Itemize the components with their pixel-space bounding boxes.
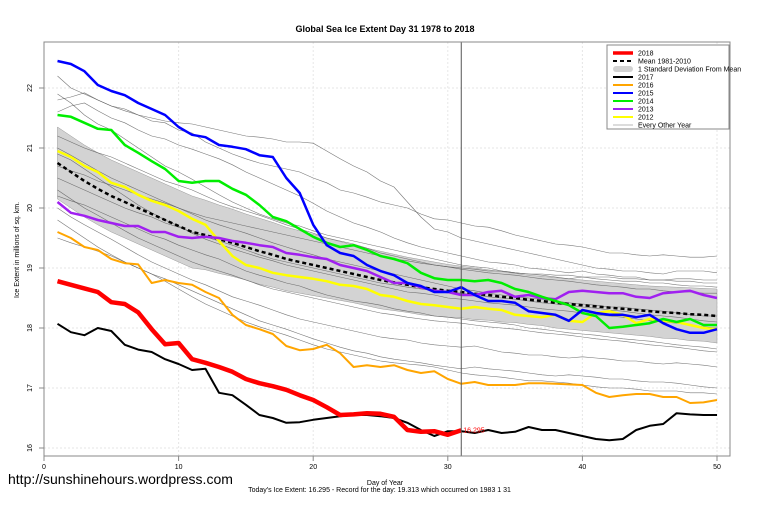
legend-label: 2018 [638,51,654,58]
x-axis-label: Day of Year [367,480,404,487]
other-year-line [57,195,718,350]
y-tick-label: 19 [27,264,34,272]
other-year-line [57,93,718,288]
other-year-line [57,75,718,258]
chart-title: Global Sea Ice Extent Day 31 1978 to 201… [295,24,474,34]
x-tick-label: 10 [175,464,183,471]
footer-record-text: Today's Ice Extent: 16.295 - Record for … [248,487,511,494]
x-tick-label: 50 [713,464,721,471]
y-tick-label: 16 [27,444,34,452]
other-year-line [57,177,718,323]
y-axis: 16 17 18 19 20 21 22 [27,42,45,456]
legend-label: 2016 [638,83,654,90]
watermark-url[interactable]: http://sunshinehours.wordpress.com [8,471,233,487]
other-year-line [57,102,717,281]
series-line-2013 [56,201,718,301]
legend-swatch [613,66,633,72]
y-tick-label: 18 [27,324,34,332]
other-year-line [57,219,718,395]
legend-label: Mean 1981-2010 [638,59,691,66]
legend-label: 2015 [638,91,654,98]
series-line-2014 [57,113,717,330]
other-year-line [57,207,718,368]
series-line-2016 [57,231,718,404]
y-tick-label: 17 [27,384,34,392]
series-line-2017 [56,322,717,442]
other-year-line [57,135,717,294]
y-tick-label: 22 [27,84,34,92]
std-dev-band-area [57,126,718,344]
x-tick-label: 30 [444,464,452,471]
std-dev-band [57,126,718,344]
other-year-line [57,92,718,275]
x-tick-label: 0 [42,464,46,471]
legend-label: 1 Standard Deviation From Mean [638,67,741,74]
y-tick-label: 21 [27,144,34,152]
legend-box [606,44,730,130]
legend-label: 2017 [638,75,654,82]
series-line-2012 [56,149,718,331]
legend-label: 2013 [638,107,654,114]
highlighted-series [56,59,718,442]
other-year-line [57,153,718,329]
series-line-2018 [56,279,463,438]
x-axis: 0 10 20 30 40 50 [42,455,730,471]
legend-label: 2012 [638,115,654,122]
x-tick-label: 20 [309,464,317,471]
current-value-label: 16.295 [463,427,485,434]
x-tick-label: 40 [579,464,587,471]
y-tick-label: 20 [27,204,34,212]
other-year-line [57,189,718,353]
series-line-2015 [57,59,718,335]
legend-label: 2014 [638,99,654,106]
y-axis-label: Ice Extent in millions of sq. km. [14,202,21,298]
legend-label: Every Other Year [638,123,692,130]
